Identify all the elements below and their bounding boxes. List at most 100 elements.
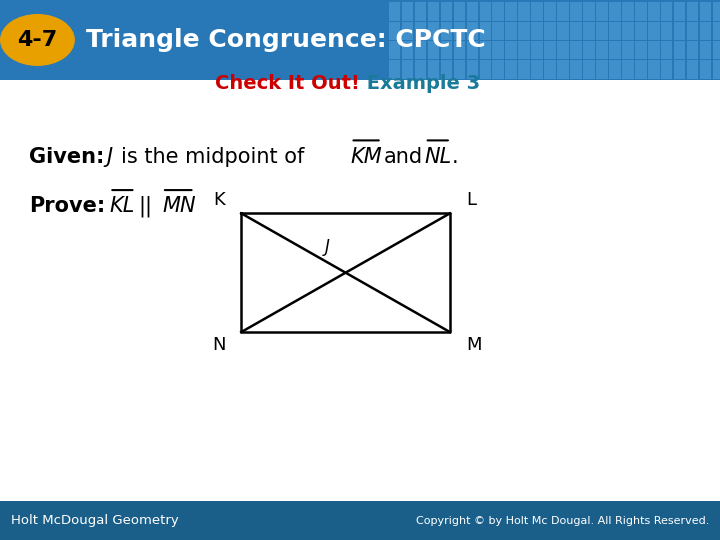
Bar — [661, 41, 672, 59]
Text: and: and — [384, 146, 423, 167]
Text: Example 3: Example 3 — [360, 74, 480, 93]
Bar — [557, 2, 569, 21]
Bar — [518, 41, 530, 59]
Bar — [661, 60, 672, 79]
Bar — [0, 0, 720, 80]
Bar — [518, 60, 530, 79]
Bar — [467, 60, 478, 79]
Text: Triangle Congruence: CPCTC: Triangle Congruence: CPCTC — [86, 28, 486, 52]
Text: Prove:: Prove: — [29, 196, 105, 217]
Bar — [389, 22, 400, 40]
Text: J: J — [107, 146, 113, 167]
Bar — [428, 2, 439, 21]
Bar — [583, 2, 595, 21]
Bar — [454, 60, 465, 79]
Bar — [544, 60, 556, 79]
Text: .: . — [452, 146, 459, 167]
Text: L: L — [466, 191, 476, 209]
Bar — [454, 2, 465, 21]
Bar — [402, 60, 413, 79]
Bar — [674, 60, 685, 79]
Bar — [492, 41, 504, 59]
Bar — [492, 2, 504, 21]
Bar — [713, 60, 720, 79]
Bar — [687, 22, 698, 40]
Bar — [402, 22, 413, 40]
Text: ||: || — [138, 195, 152, 217]
Text: K: K — [214, 191, 225, 209]
Bar — [700, 22, 711, 40]
Bar — [635, 2, 647, 21]
Bar — [635, 41, 647, 59]
Text: KM: KM — [351, 146, 382, 167]
Bar — [713, 22, 720, 40]
Bar — [583, 41, 595, 59]
Bar — [570, 41, 582, 59]
Bar — [609, 41, 621, 59]
Bar — [583, 60, 595, 79]
Bar — [557, 22, 569, 40]
Bar — [389, 41, 400, 59]
Bar — [661, 2, 672, 21]
Bar — [635, 60, 647, 79]
Bar — [389, 2, 400, 21]
Bar — [415, 22, 426, 40]
Bar — [596, 2, 608, 21]
Bar — [0, 501, 720, 540]
Bar — [467, 22, 478, 40]
Bar — [531, 60, 543, 79]
Bar — [389, 60, 400, 79]
Text: MN: MN — [162, 196, 196, 217]
Text: M: M — [466, 336, 482, 354]
Bar — [441, 41, 452, 59]
Bar — [648, 2, 660, 21]
Bar — [635, 22, 647, 40]
Text: Given:: Given: — [29, 146, 104, 167]
Bar — [441, 2, 452, 21]
Bar — [687, 60, 698, 79]
Bar — [505, 60, 517, 79]
Bar — [531, 22, 543, 40]
Bar — [622, 41, 634, 59]
Bar — [596, 41, 608, 59]
Bar — [428, 60, 439, 79]
Bar — [622, 60, 634, 79]
Bar — [609, 60, 621, 79]
Bar — [596, 22, 608, 40]
Bar — [661, 22, 672, 40]
Bar — [557, 41, 569, 59]
Bar — [700, 2, 711, 21]
Bar — [505, 2, 517, 21]
Bar — [467, 2, 478, 21]
Bar — [402, 41, 413, 59]
Bar — [531, 41, 543, 59]
Text: is the midpoint of: is the midpoint of — [121, 146, 305, 167]
Text: Check It Out!: Check It Out! — [215, 74, 360, 93]
Bar — [518, 2, 530, 21]
Bar — [674, 41, 685, 59]
Bar — [713, 2, 720, 21]
Text: Check It Out! Example 3: Check It Out! Example 3 — [228, 74, 492, 93]
Text: N: N — [212, 336, 225, 354]
Ellipse shape — [0, 14, 75, 66]
Bar — [609, 22, 621, 40]
Bar — [648, 60, 660, 79]
Bar — [480, 2, 491, 21]
Bar — [441, 60, 452, 79]
Bar — [687, 41, 698, 59]
Bar — [402, 2, 413, 21]
Bar — [505, 22, 517, 40]
Bar — [441, 22, 452, 40]
Bar — [428, 41, 439, 59]
Bar — [480, 22, 491, 40]
Bar — [518, 22, 530, 40]
Bar — [570, 60, 582, 79]
Bar — [544, 22, 556, 40]
Text: KL: KL — [109, 196, 135, 217]
Bar — [687, 2, 698, 21]
Bar — [583, 22, 595, 40]
Bar — [492, 60, 504, 79]
Bar — [700, 41, 711, 59]
Bar — [415, 41, 426, 59]
Bar — [570, 2, 582, 21]
